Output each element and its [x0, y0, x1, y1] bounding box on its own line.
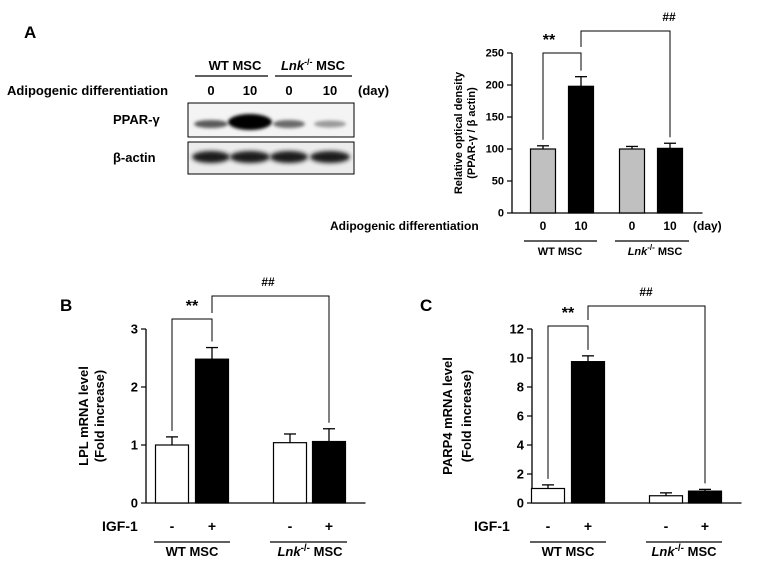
x-category-label: - — [288, 518, 293, 534]
x-category-label: + — [701, 518, 709, 534]
blot-day-3: 0 — [285, 83, 292, 98]
y-axis-label: (Fold increase) — [92, 370, 107, 462]
bar — [154, 444, 190, 504]
pparg-bands — [194, 114, 346, 130]
bar — [311, 440, 347, 504]
group-label-lnk: Lnk-/- MSC — [651, 543, 717, 559]
blot-band — [192, 151, 230, 163]
chart-b: 0 1 2 3 LPL mRNA level (Fold increase) - + - + IGF… — [76, 275, 366, 559]
x-category-label: 0 — [629, 219, 636, 233]
western-blot: WT MSC Lnk-/- MSC Adipogenic differentia… — [7, 57, 389, 175]
significance-mark: ** — [562, 305, 575, 322]
y-tick-label: 0 — [131, 495, 138, 510]
x-category-label: - — [664, 518, 669, 534]
y-tick-label: 3 — [131, 321, 138, 336]
x-category-label: + — [325, 518, 333, 534]
group-label-wt: WT MSC — [166, 544, 219, 559]
y-tick-label: 4 — [517, 437, 525, 452]
significance-mark: ## — [261, 275, 275, 289]
significance-bracket — [211, 295, 330, 423]
y-axis-label: (Fold increase) — [459, 370, 474, 462]
y-tick-label: 200 — [486, 80, 504, 92]
panel-label-c: C — [420, 296, 432, 315]
y-tick-label: 50 — [492, 176, 504, 188]
group-label-wt: WT MSC — [538, 246, 583, 258]
significance-bracket — [580, 30, 671, 138]
blot-band — [310, 151, 350, 163]
group-label-lnk: Lnk-/- MSC — [277, 543, 343, 559]
bar — [648, 495, 684, 504]
blot-day-unit: (day) — [358, 83, 389, 98]
x-category-label: - — [170, 518, 175, 534]
y-tick-label: 6 — [517, 408, 524, 423]
x-row-label: IGF-1 — [102, 518, 138, 534]
blot-band — [270, 151, 308, 163]
y-tick-label: 2 — [131, 379, 138, 394]
y-tick-label: 1 — [131, 437, 138, 452]
significance-mark: ## — [639, 285, 653, 299]
x-category-label: - — [546, 518, 551, 534]
y-tick-label: 0 — [517, 495, 524, 510]
y-tick-label: 2 — [517, 466, 524, 481]
panel-label-b: B — [60, 296, 72, 315]
bar — [194, 358, 230, 504]
bar — [272, 442, 308, 504]
x-category-label: + — [208, 518, 216, 534]
blot-band — [314, 120, 346, 128]
group-label-lnk: Lnk-/- MSC — [628, 243, 683, 258]
significance-mark: ** — [543, 32, 556, 49]
bactin-bands — [192, 151, 350, 163]
chart-c: 0 2 4 6 8 10 12 PARP4 mRNA level (Fold increase)… — [440, 285, 742, 559]
blot-group-lnk: Lnk-/- MSC — [281, 57, 346, 73]
blot-band-label-bactin: β-actin — [113, 150, 156, 165]
significance-mark: ** — [186, 298, 199, 315]
blot-row-label: Adipogenic differentiation — [7, 83, 168, 98]
bar — [529, 148, 557, 214]
y-tick-label: 8 — [517, 379, 524, 394]
blot-band-label-pparg: PPAR-γ — [113, 112, 160, 127]
x-category-label: 10 — [663, 219, 677, 233]
significance-bracket — [171, 318, 213, 431]
y-axis-label: (PPAR-γ / β actin) — [466, 87, 478, 179]
x-category-label: 10 — [574, 219, 588, 233]
group-label-wt: WT MSC — [542, 544, 595, 559]
x-category-label: + — [584, 518, 592, 534]
x-row-label: IGF-1 — [474, 518, 510, 534]
y-axis-label: LPL mRNA level — [76, 366, 91, 466]
x-row-unit: (day) — [693, 219, 722, 233]
x-category-label: 0 — [540, 219, 547, 233]
y-tick-label: 150 — [486, 112, 504, 124]
blot-band — [228, 114, 272, 130]
y-tick-label: 100 — [486, 144, 504, 156]
y-tick-label: 0 — [498, 208, 504, 220]
bar — [656, 147, 684, 214]
significance-bracket — [587, 305, 706, 484]
blot-day-2: 10 — [243, 83, 257, 98]
panel-label-a: A — [24, 23, 36, 42]
significance-bracket — [542, 52, 582, 140]
y-axis-label: PARP4 mRNA level — [440, 357, 455, 475]
bar — [530, 487, 566, 504]
x-row-label: Adipogenic differentiation — [330, 219, 479, 233]
bar — [687, 490, 723, 504]
blot-band — [230, 151, 270, 163]
significance-mark: ## — [662, 10, 676, 24]
blot-band — [273, 120, 305, 128]
y-tick-label: 12 — [510, 321, 524, 336]
bar — [567, 85, 595, 214]
bar — [618, 148, 646, 214]
blot-group-wt: WT MSC — [209, 58, 262, 73]
y-tick-label: 10 — [510, 350, 524, 365]
y-tick-label: 250 — [486, 48, 504, 60]
blot-day-1: 0 — [207, 83, 214, 98]
significance-bracket — [547, 325, 589, 479]
blot-day-4: 10 — [323, 83, 337, 98]
y-axis-label: Relative optical density — [453, 71, 465, 194]
bar — [570, 361, 606, 504]
blot-band — [194, 120, 228, 128]
